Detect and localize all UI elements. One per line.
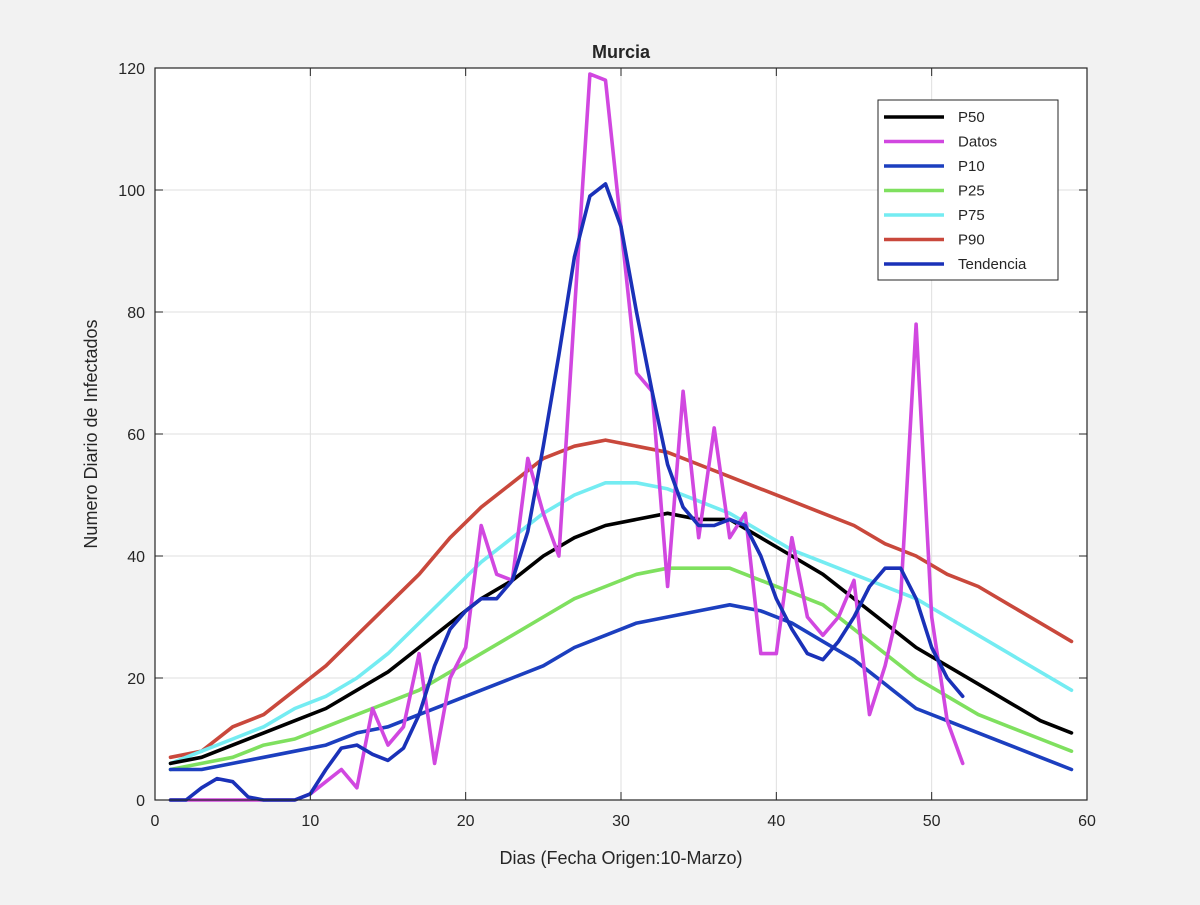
ticks: 0 10 20 30 40 50 60 0 20 40 60 80 100 120	[118, 61, 1096, 830]
series-line-p50	[168, 511, 1074, 766]
series-line-p25	[168, 566, 1074, 772]
y-tick-label: 40	[127, 549, 145, 566]
legend-label-p75: P75	[958, 207, 985, 224]
x-axis-label: Dias (Fecha Origen:10-Marzo)	[499, 848, 742, 868]
legend-label-p90: P90	[958, 232, 985, 249]
legend-label-tendencia: Tendencia	[958, 256, 1027, 273]
x-tick-label: 50	[923, 813, 941, 830]
y-tick-label: 100	[118, 183, 145, 200]
series-line-p75	[168, 480, 1074, 766]
chart-title: Murcia	[592, 42, 651, 62]
y-tick-label: 60	[127, 427, 145, 444]
x-tick-label: 10	[301, 813, 319, 830]
legend-label-p25: P25	[958, 183, 985, 200]
legend-label-p10: P10	[958, 158, 985, 175]
legend: P50 Datos P10 P25 P75 P90 Tendencia	[877, 99, 1059, 281]
legend-label-datos: Datos	[958, 134, 997, 151]
x-tick-label: 60	[1078, 813, 1096, 830]
series-line-tendencia	[168, 182, 965, 802]
x-tick-label: 20	[457, 813, 475, 830]
y-tick-label: 120	[118, 61, 145, 78]
series-line-p10	[168, 602, 1074, 772]
series-layer	[168, 72, 1074, 802]
x-tick-label: 30	[612, 813, 630, 830]
y-tick-label: 80	[127, 305, 145, 322]
y-tick-label: 0	[136, 793, 145, 810]
y-axis-label: Numero Diario de Infectados	[81, 319, 101, 548]
x-tick-label: 40	[767, 813, 785, 830]
x-tick-label: 0	[151, 813, 160, 830]
legend-label-p50: P50	[958, 109, 985, 126]
series-line-p90	[168, 438, 1074, 760]
y-tick-label: 20	[127, 671, 145, 688]
